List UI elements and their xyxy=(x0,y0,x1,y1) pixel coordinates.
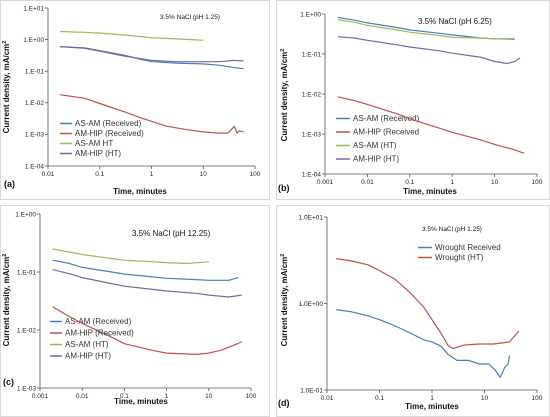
legend-entry: AS-AM (Received) xyxy=(353,114,420,123)
series-line-2 xyxy=(336,258,520,350)
x-tick-label: 100 xyxy=(250,171,261,178)
panel-label: (a) xyxy=(4,179,15,189)
chart-panel-c: 1.E-03 1.E-02 1.E-01 1.E+00 0.001 0.01 0.1 1 10 1… xyxy=(0,205,270,417)
x-tick-label: 1 xyxy=(150,171,154,178)
y-tick-label: 1.E+00 xyxy=(15,211,36,218)
condition-annotation: 3.5% NaCl (pH 1.25) xyxy=(422,226,482,233)
x-tick-label: 1 xyxy=(450,179,454,186)
x-tick-label: 0.1 xyxy=(405,179,414,186)
legend-entry: AM-HIP (HT) xyxy=(353,155,399,164)
x-axis-title: Time, minutes xyxy=(403,187,457,196)
legend-entry: AM-HIP (Received) xyxy=(65,329,134,338)
x-tick-label: 0.01 xyxy=(321,395,334,402)
y-tick-label: 1.0E+01 xyxy=(299,214,324,221)
series-line-2 xyxy=(52,306,242,355)
condition-annotation: 3.5% NaCl (pH 6.25) xyxy=(418,17,492,26)
x-tick-label: 0.001 xyxy=(317,179,334,186)
x-tick-label: 0.001 xyxy=(32,393,49,400)
y-tick-label: 1.E-03 xyxy=(302,131,322,138)
series-line-3 xyxy=(59,30,204,41)
condition-annotation: 3.5% NaCl (pH 12.25) xyxy=(132,229,211,238)
y-tick-label: 1.E-03 xyxy=(17,385,37,392)
x-tick-label: 10 xyxy=(200,171,208,178)
series-line-1 xyxy=(52,259,239,281)
series-line-3 xyxy=(52,248,209,265)
y-tick-label: 1.E+00 xyxy=(23,37,44,44)
x-axis-title: Time, minutes xyxy=(405,402,459,411)
y-axis-title: Current density, mA/cm2 xyxy=(280,49,289,142)
x-tick-label: 100 xyxy=(532,179,543,186)
y-tick-label: 1.E-01 xyxy=(302,51,322,58)
legend-entry: AM-HIP (Received xyxy=(353,128,419,137)
legend-entry: Wrought Received xyxy=(435,243,501,252)
x-tick-label: 0.1 xyxy=(95,171,104,178)
panel-label: (d) xyxy=(278,398,290,408)
chart-panel-d: 1.0E-01 1.0E+00 1.0E+01 0.01 0.1 1 10 100 Time, … xyxy=(276,205,550,417)
y-axis-title: Current density, mA/cm2 xyxy=(2,41,11,134)
legend-entry: AS-AM (HT) xyxy=(65,340,109,349)
series-line-4 xyxy=(59,46,244,63)
legend-entry: AS-AM (Received) xyxy=(65,317,132,326)
panel-border xyxy=(276,0,550,200)
x-tick-label: 0.01 xyxy=(42,171,55,178)
y-tick-label: 1.E-01 xyxy=(17,269,37,276)
x-tick-label: 0.1 xyxy=(375,395,384,402)
y-tick-label: 1.E-02 xyxy=(302,91,322,98)
y-tick-label: 1.E-02 xyxy=(25,100,45,107)
series-line-2 xyxy=(59,94,244,134)
x-tick-label: 100 xyxy=(532,395,543,402)
series-line-2 xyxy=(337,96,525,154)
series-line-4 xyxy=(337,36,521,65)
legend-entry: AS-AM (Received) xyxy=(75,119,142,128)
y-tick-label: 1.E-03 xyxy=(25,132,45,139)
y-axis-title: Current density, mA/cm2 xyxy=(280,254,289,347)
legend-entry: AM-HIP (HT) xyxy=(75,149,121,158)
series-line-4 xyxy=(52,269,242,298)
panel-label: (b) xyxy=(278,183,290,193)
x-tick-label: 0.01 xyxy=(361,179,374,186)
y-tick-label: 1.E-02 xyxy=(17,327,37,334)
series-line-1 xyxy=(336,309,511,378)
legend-entry: AS-AM (HT) xyxy=(353,141,397,150)
y-tick-label: 1.0E-01 xyxy=(300,387,323,394)
panel-border xyxy=(276,205,550,417)
y-tick-label: 1.E-04 xyxy=(25,163,45,170)
chart-panel-a: 1.E-04 1.E-03 1.E-02 1.E-01 1.E+00 1.E+01 0.01… xyxy=(0,0,270,200)
x-tick-label: 0.1 xyxy=(120,393,129,400)
x-tick-label: 10 xyxy=(205,393,213,400)
y-tick-label: 1.E-01 xyxy=(25,69,45,76)
panel-border xyxy=(0,205,270,417)
y-tick-label: 1.E+00 xyxy=(300,11,321,18)
legend-entry: AM-HIP (Received) xyxy=(75,129,144,138)
x-axis-title: Time, minutes xyxy=(114,397,168,406)
y-tick-label: 1.E+01 xyxy=(23,5,44,12)
x-tick-label: 1 xyxy=(165,393,169,400)
legend-entry: AM-HIP (HT) xyxy=(65,352,111,361)
y-tick-label: 1.E-04 xyxy=(302,171,322,178)
x-tick-label: 10 xyxy=(491,179,499,186)
panel-label: (c) xyxy=(3,377,14,387)
x-tick-label: 1 xyxy=(430,395,434,402)
series-line-3 xyxy=(337,19,515,41)
x-tick-label: 0.01 xyxy=(76,393,89,400)
x-axis-title: Time, minutes xyxy=(113,187,167,196)
legend-entry: Wrought (HT) xyxy=(435,253,484,262)
y-axis-title: Current density, mA/cm2 xyxy=(2,254,11,347)
x-tick-label: 10 xyxy=(481,395,489,402)
x-tick-label: 100 xyxy=(246,393,257,400)
y-tick-label: 1.0E+00 xyxy=(299,301,324,308)
chart-panel-b: 1.E-04 1.E-03 1.E-02 1.E-01 1.E+00 0.001 0.01 0… xyxy=(276,0,550,200)
condition-annotation: 3.5% NaCl (pH 1.25) xyxy=(160,14,220,21)
legend-entry: AS-AM HT xyxy=(75,139,113,148)
